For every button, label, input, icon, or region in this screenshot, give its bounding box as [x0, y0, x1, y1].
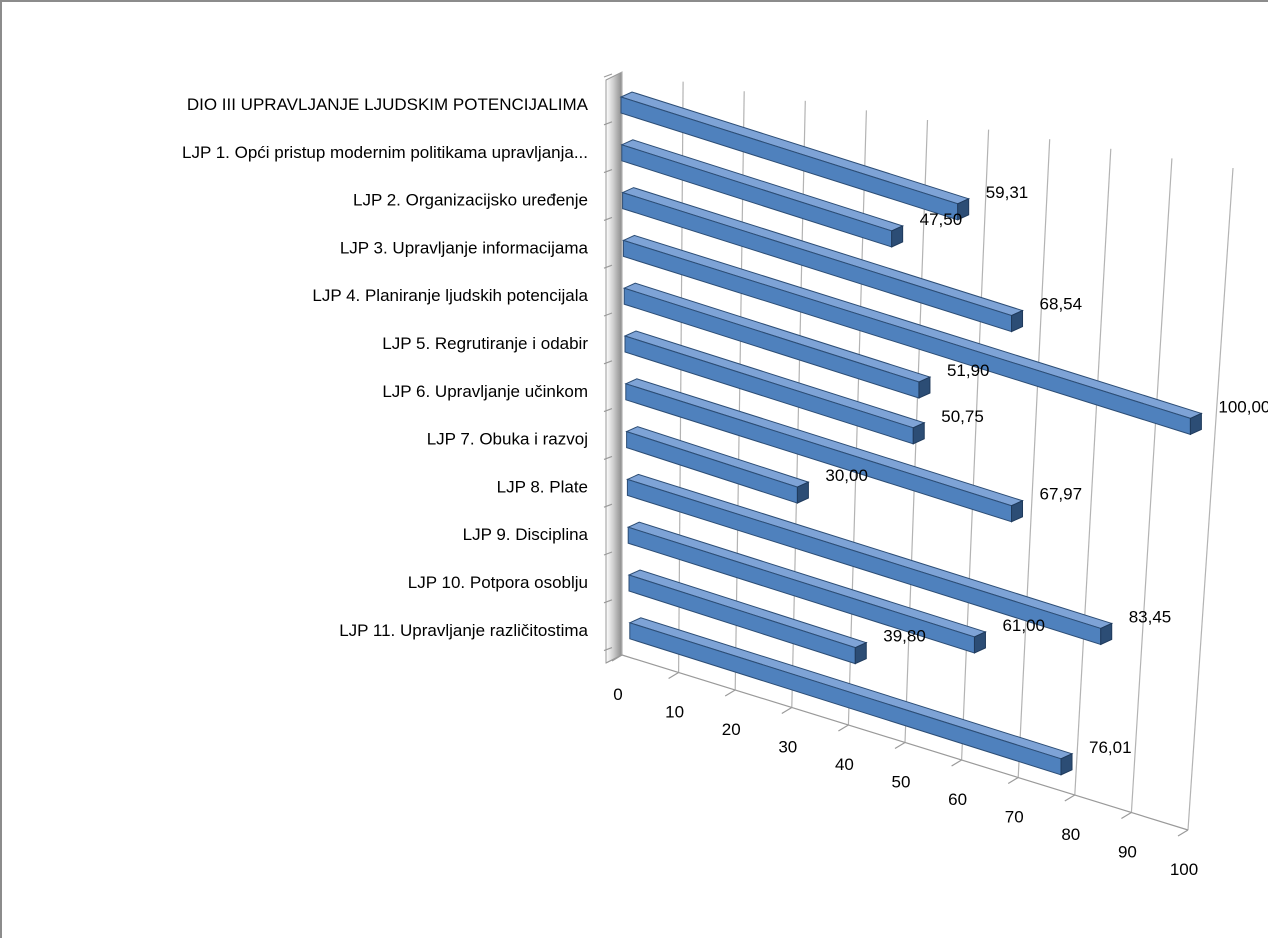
category-label: LJP 2. Organizacijsko uređenje — [353, 191, 588, 210]
x-tick-label: 100 — [1170, 860, 1198, 879]
gridline — [1074, 148, 1112, 796]
x-tick — [951, 759, 962, 767]
wall-tick — [603, 455, 613, 460]
data-label: 68,54 — [1040, 295, 1083, 314]
wall-tick — [603, 551, 613, 556]
x-tick — [781, 706, 793, 715]
x-tick — [724, 689, 736, 697]
data-label: 30,00 — [825, 466, 868, 485]
bar-end — [1189, 412, 1202, 436]
x-tick — [668, 671, 679, 680]
wall-tick — [603, 360, 613, 365]
x-tick — [894, 741, 906, 750]
bar-end — [1011, 309, 1024, 333]
back-wall — [603, 71, 623, 664]
wall-tick — [603, 312, 613, 317]
x-tick — [1121, 811, 1132, 820]
wall-tick — [603, 121, 613, 126]
data-label: 51,90 — [947, 361, 990, 380]
gridline — [961, 129, 990, 761]
bar-end — [854, 641, 867, 665]
gridline — [1017, 139, 1051, 778]
x-tick — [838, 724, 849, 732]
bar-end — [957, 198, 970, 221]
category-label: LJP 6. Upravljanje učinkom — [382, 382, 588, 401]
data-label: 47,50 — [920, 210, 963, 229]
bar-end — [891, 225, 904, 248]
category-label: LJP 9. Disciplina — [463, 525, 589, 544]
x-tick — [1007, 776, 1019, 785]
x-tick-label: 50 — [892, 773, 911, 792]
wall-strip — [605, 71, 623, 664]
data-label: 39,80 — [883, 627, 926, 646]
category-label: LJP 10. Potpora osoblju — [408, 573, 588, 592]
data-label: 100,00 — [1218, 397, 1268, 416]
bar-end — [1060, 753, 1073, 776]
x-tick-label: 40 — [835, 755, 854, 774]
x-tick-label: 20 — [722, 720, 741, 739]
x-tick-label: 60 — [948, 790, 967, 809]
x-axis: 0 10 20 30 40 50 60 70 80 90 100 — [605, 654, 1198, 879]
bar-end — [1011, 499, 1024, 523]
category-label: LJP 4. Planiranje ljudskih potencijala — [312, 286, 588, 305]
bar-end — [912, 422, 925, 445]
x-tick — [1177, 829, 1189, 837]
bar-end — [1100, 622, 1113, 646]
wall-tick — [603, 503, 613, 508]
category-label: LJP 1. Opći pristup modernim politikama … — [182, 143, 588, 162]
bar-end — [918, 376, 931, 399]
category-label: LJP 3. Upravljanje informacijama — [340, 238, 589, 257]
wall-tick — [603, 647, 613, 652]
x-tick-label: 90 — [1118, 843, 1137, 862]
wall-tick — [603, 73, 613, 78]
bars — [619, 91, 1203, 776]
category-label: LJP 5. Regrutiranje i odabir — [382, 334, 588, 353]
wall-tick — [603, 599, 613, 604]
category-label: DIO III UPRAVLJANJE LJUDSKIM POTENCIJALI… — [187, 95, 589, 114]
gridline — [1130, 158, 1173, 813]
x-tick-label: 0 — [613, 685, 622, 704]
gridline — [1187, 167, 1234, 831]
x-tick-label: 30 — [778, 738, 797, 757]
wall-tick — [603, 169, 613, 174]
wall-tick — [603, 408, 613, 413]
data-label: 76,01 — [1089, 738, 1132, 757]
x-tick-label: 10 — [665, 703, 684, 722]
bar-top — [619, 91, 971, 205]
data-label: 59,31 — [986, 183, 1029, 202]
x-tick — [611, 654, 623, 662]
data-label: 50,75 — [941, 407, 984, 426]
data-label: 83,45 — [1129, 607, 1172, 626]
x-tick-label: 70 — [1005, 808, 1024, 827]
bar-end — [796, 481, 809, 504]
x-tick — [1064, 794, 1076, 802]
data-label: 61,00 — [1002, 616, 1045, 635]
category-label: LJP 8. Plate — [497, 477, 588, 496]
wall-tick — [603, 264, 613, 269]
x-tick-label: 80 — [1061, 825, 1080, 844]
bar-end — [973, 631, 986, 654]
data-label: 67,97 — [1040, 485, 1083, 504]
wall-tick — [603, 216, 613, 221]
category-label: LJP 11. Upravljanje različitostima — [339, 621, 588, 640]
labels: 59,31 47,50 68,54 100,00 51,90 50,75 67,97 30,0… — [182, 95, 1268, 757]
category-label: LJP 7. Obuka i razvoj — [427, 430, 588, 449]
